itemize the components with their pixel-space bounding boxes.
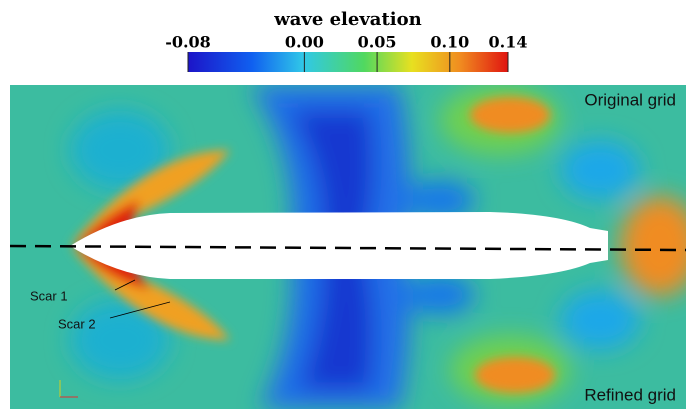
- wave-field: [10, 85, 686, 409]
- colorbar: [188, 52, 508, 72]
- colorbar-tick-label: 0.05: [358, 33, 397, 52]
- scar-label: Scar 2: [58, 316, 96, 331]
- colorbar-tick-label: 0.14: [489, 33, 528, 52]
- colorbar-tick-label: 0.10: [430, 33, 469, 52]
- figure: wave elevation -0.08 0.00 0.05 0.10 0.14: [0, 0, 686, 409]
- colorbar-tick-label: -0.08: [165, 33, 211, 52]
- colorbar-tick-label: 0.00: [285, 33, 324, 52]
- colorbar-title: wave elevation: [273, 9, 421, 30]
- bottom-label: Refined grid: [584, 385, 676, 404]
- scar-label: Scar 1: [30, 288, 68, 303]
- top-label: Original grid: [584, 90, 676, 109]
